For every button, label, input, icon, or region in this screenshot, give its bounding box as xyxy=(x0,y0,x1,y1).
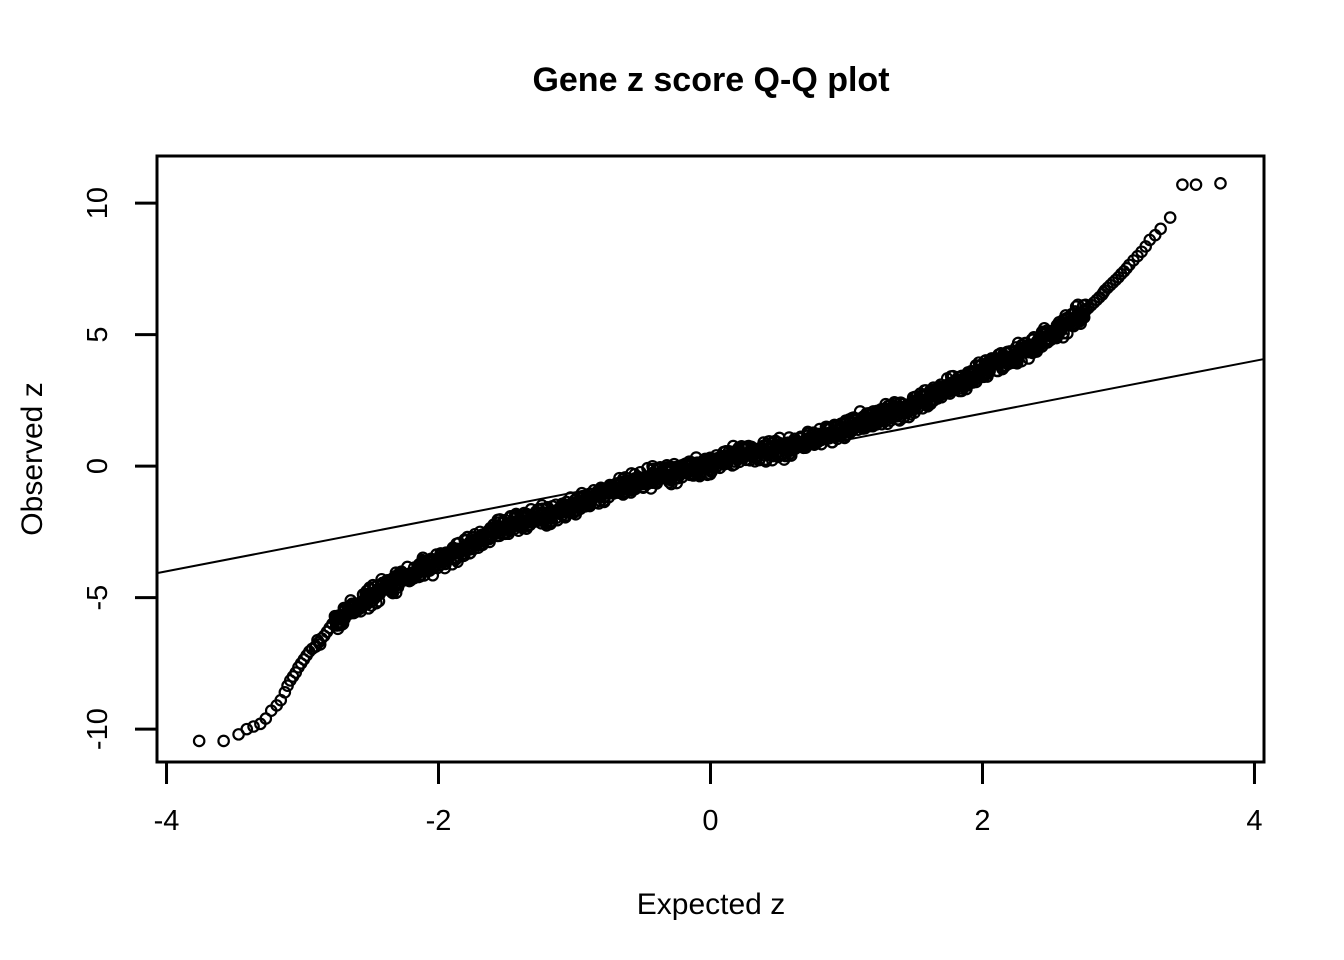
data-point xyxy=(217,734,230,748)
data-points xyxy=(192,177,1227,748)
y-axis-ticks: -10 -5 0 5 10 xyxy=(82,187,157,750)
y-tick-label: 10 xyxy=(82,187,114,219)
data-point xyxy=(372,594,386,608)
data-point xyxy=(247,720,260,733)
y-tick-label: -10 xyxy=(82,708,114,750)
chart-title: Gene z score Q-Q plot xyxy=(532,61,889,99)
y-axis-label: Observed z xyxy=(16,382,49,535)
data-point xyxy=(326,617,339,631)
data-point xyxy=(1214,177,1227,190)
y-tick-label: 0 xyxy=(82,458,114,474)
x-tick-label: 2 xyxy=(974,805,990,837)
x-tick-label: -2 xyxy=(426,805,452,837)
data-point xyxy=(278,685,292,699)
data-point xyxy=(192,734,206,748)
data-point xyxy=(240,722,254,736)
x-tick-label: -4 xyxy=(154,805,180,837)
x-axis-ticks: -4 -2 0 2 4 xyxy=(154,762,1263,837)
y-tick-label: -5 xyxy=(82,585,114,611)
data-point xyxy=(1176,178,1189,191)
plot-area: -4 -2 0 2 4 -10 -5 0 5 10 xyxy=(82,154,1266,837)
x-axis-label: Expected z xyxy=(637,888,785,921)
data-point xyxy=(1082,301,1095,315)
data-point xyxy=(1163,211,1177,224)
data-point xyxy=(1189,178,1203,191)
data-point xyxy=(1084,298,1098,312)
x-tick-label: 4 xyxy=(1246,805,1262,837)
y-tick-label: 5 xyxy=(82,327,114,343)
x-tick-label: 0 xyxy=(702,805,718,837)
data-point xyxy=(328,614,342,628)
